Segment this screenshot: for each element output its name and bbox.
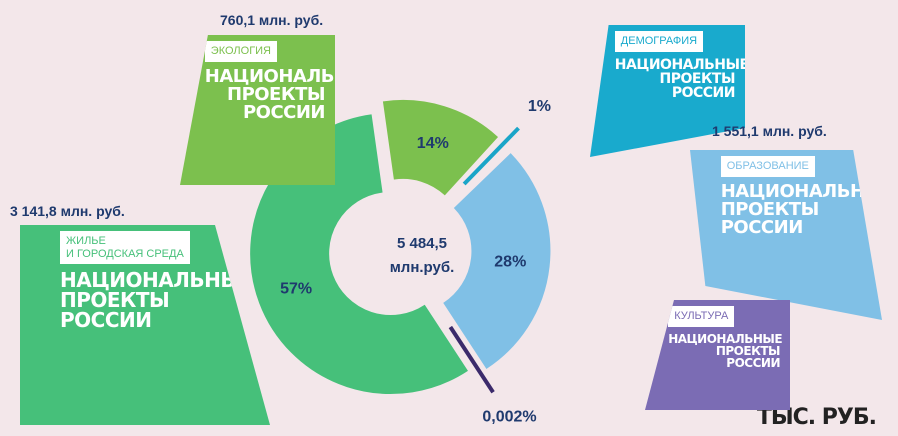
slice-label: 1% (528, 98, 551, 115)
badge-line: ПРОЕКТЫ (659, 70, 736, 87)
badge-line: ПРОЕКТЫ (715, 343, 781, 358)
badge-line: РОССИИ (720, 216, 804, 238)
badge-lines: НАЦИОНАЛЬНЫЕ ПРОЕКТЫ РОССИИ (614, 56, 749, 101)
badge-lines: НАЦИОНАЛЬНЫЕ ПРОЕКТЫ РОССИИ (668, 331, 783, 370)
badge-category: ЖИЛЬЕ И ГОРОДСКАЯ СРЕДА (60, 231, 190, 265)
badge-line: НАЦИОНАЛЬНЫЕ (60, 268, 254, 293)
slice-label: 14% (417, 135, 449, 152)
badge-lines: НАЦИОНАЛЬНЫЕ ПРОЕКТЫ РОССИИ (60, 270, 260, 330)
badge-line: ПРОЕКТЫ (60, 288, 170, 313)
slice-label: 0,002% (482, 409, 536, 426)
badge-line: НАЦИОНАЛЬНЫЕ (204, 65, 379, 87)
badge-category: КУЛЬТУРА (668, 306, 735, 327)
slice (462, 126, 520, 186)
badge-line: РОССИИ (60, 308, 152, 333)
badge-line: РОССИИ (242, 101, 326, 123)
slice (443, 153, 551, 369)
badge-line: ПРОЕКТЫ (720, 198, 820, 220)
slice-label: 28% (494, 254, 526, 271)
badge-lines: НАЦИОНАЛЬНЫЕ ПРОЕКТЫ РОССИИ (204, 65, 379, 123)
total-value: 5 484,5 (397, 235, 447, 252)
badge-category: ЭКОЛОГИЯ (204, 41, 278, 62)
badge: ЭКОЛОГИЯ НАЦИОНАЛЬНЫЕ ПРОЕКТЫ РОССИИ (180, 35, 335, 185)
amount-label: 1 551,1 млн. руб. (712, 123, 827, 139)
badge-line: ПРОЕКТЫ (227, 83, 326, 105)
total-unit: млн.руб. (390, 259, 455, 276)
badge: КУЛЬТУРА НАЦИОНАЛЬНЫЕ ПРОЕКТЫ РОССИИ (645, 300, 790, 410)
slice (382, 99, 499, 196)
badge-line: РОССИИ (671, 84, 736, 101)
badge-line: НАЦИОНАЛЬНЫЕ (720, 180, 895, 202)
badge-line: НАЦИОНАЛЬНЫЕ (614, 56, 749, 73)
amount-label: 760,1 млн. руб. (220, 12, 324, 28)
badge-category: ДЕМОГРАФИЯ (614, 31, 704, 52)
badge-line: НАЦИОНАЛЬНЫЕ (668, 331, 783, 346)
amount-label: 3 141,8 млн. руб. (10, 203, 125, 219)
slice-label: 57% (280, 280, 312, 297)
slice (448, 325, 495, 394)
badge-lines: НАЦИОНАЛЬНЫЕ ПРОЕКТЫ РОССИИ (720, 180, 895, 238)
badge-line: РОССИИ (726, 355, 780, 370)
badge-category: ОБРАЗОВАНИЕ (720, 156, 815, 177)
